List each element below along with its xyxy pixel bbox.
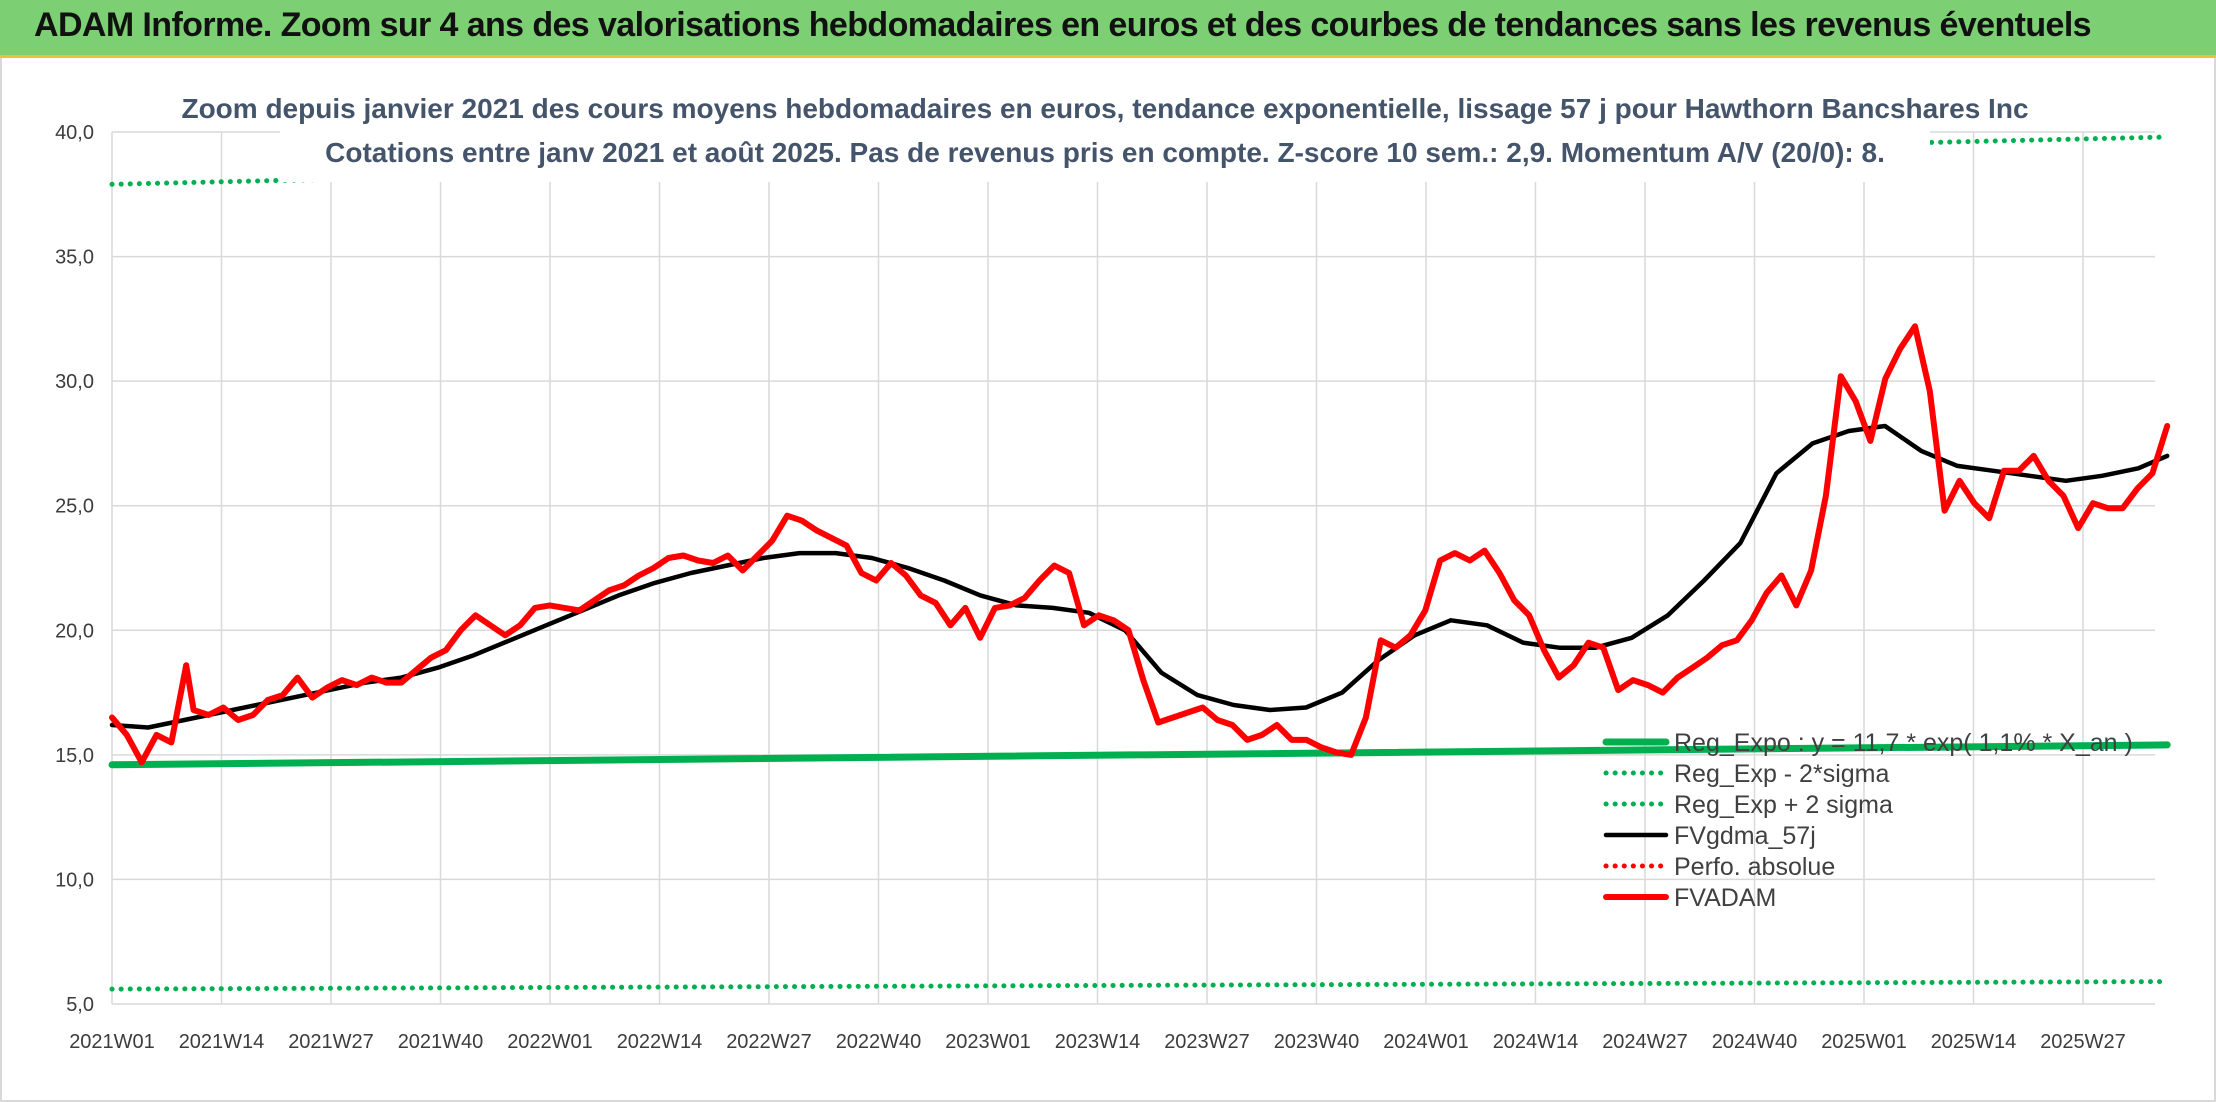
y-tick-label: 10,0 (55, 869, 94, 891)
x-tick-label: 2025W01 (1821, 1031, 1907, 1053)
report-title: ADAM Informe. Zoom sur 4 ans des valoris… (34, 6, 2092, 44)
legend-label: FVgdma_57j (1674, 822, 1816, 850)
chart-title: Zoom depuis janvier 2021 des cours moyen… (181, 93, 2028, 124)
chart-legend: Reg_Expo : y = 11,7 * exp( 1,1% * X_an )… (1602, 729, 2133, 912)
legend-label: Perfo. absolue (1674, 853, 1835, 881)
y-tick-label: 15,0 (55, 745, 94, 767)
legend-label: Reg_Exp - 2*sigma (1674, 760, 1889, 788)
y-tick-label: 35,0 (55, 247, 94, 269)
x-tick-label: 2022W40 (836, 1031, 922, 1053)
x-axis-ticks: 2021W01 2021W14 2021W27 2021W40 2022W01 2022W… (69, 1031, 2126, 1053)
chart-subtitle: Cotations entre janv 2021 et août 2025. … (325, 137, 1885, 168)
series-line-1 (109, 979, 2170, 992)
x-tick-label: 2025W14 (1931, 1031, 2017, 1053)
x-tick-label: 2021W14 (179, 1031, 265, 1053)
x-tick-label: 2023W14 (1055, 1031, 1141, 1053)
y-tick-label: 20,0 (55, 620, 94, 642)
x-tick-label: 2023W27 (1164, 1031, 1250, 1053)
report-banner: ADAM Informe. Zoom sur 4 ans des valoris… (0, 0, 2216, 58)
x-tick-label: 2022W01 (507, 1031, 593, 1053)
title-background (280, 86, 1930, 182)
x-tick-label: 2023W01 (945, 1031, 1031, 1053)
y-tick-label: 25,0 (55, 496, 94, 518)
y-tick-label: 30,0 (55, 371, 94, 393)
series-line-5 (109, 323, 2171, 766)
series-line-3 (109, 423, 2170, 730)
grid-lines (111, 131, 2155, 1005)
x-tick-label: 2022W27 (726, 1031, 812, 1053)
chart-frame (0, 58, 2216, 1102)
x-tick-label: 2024W27 (1602, 1031, 1688, 1053)
legend-label: Reg_Exp + 2 sigma (1674, 791, 1893, 819)
legend-label: Reg_Expo : y = 11,7 * exp( 1,1% * X_an ) (1674, 729, 2133, 757)
x-tick-label: 2024W14 (1493, 1031, 1579, 1053)
series-line-0 (108, 741, 2171, 769)
x-tick-label: 2023W40 (1274, 1031, 1360, 1053)
x-tick-label: 2024W40 (1712, 1031, 1798, 1053)
x-tick-label: 2022W14 (617, 1031, 703, 1053)
x-tick-label: 2025W27 (2040, 1031, 2126, 1053)
x-tick-label: 2021W01 (69, 1031, 155, 1053)
x-tick-label: 2021W40 (398, 1031, 484, 1053)
y-axis-ticks: 5,0 10,0 15,0 20,0 25,0 30,0 35,0 40,0 (55, 122, 94, 1016)
y-tick-label: 5,0 (66, 994, 94, 1016)
legend-label: FVADAM (1674, 884, 1776, 912)
x-tick-label: 2021W27 (288, 1031, 374, 1053)
y-tick-label: 40,0 (55, 122, 94, 144)
x-tick-label: 2024W01 (1383, 1031, 1469, 1053)
